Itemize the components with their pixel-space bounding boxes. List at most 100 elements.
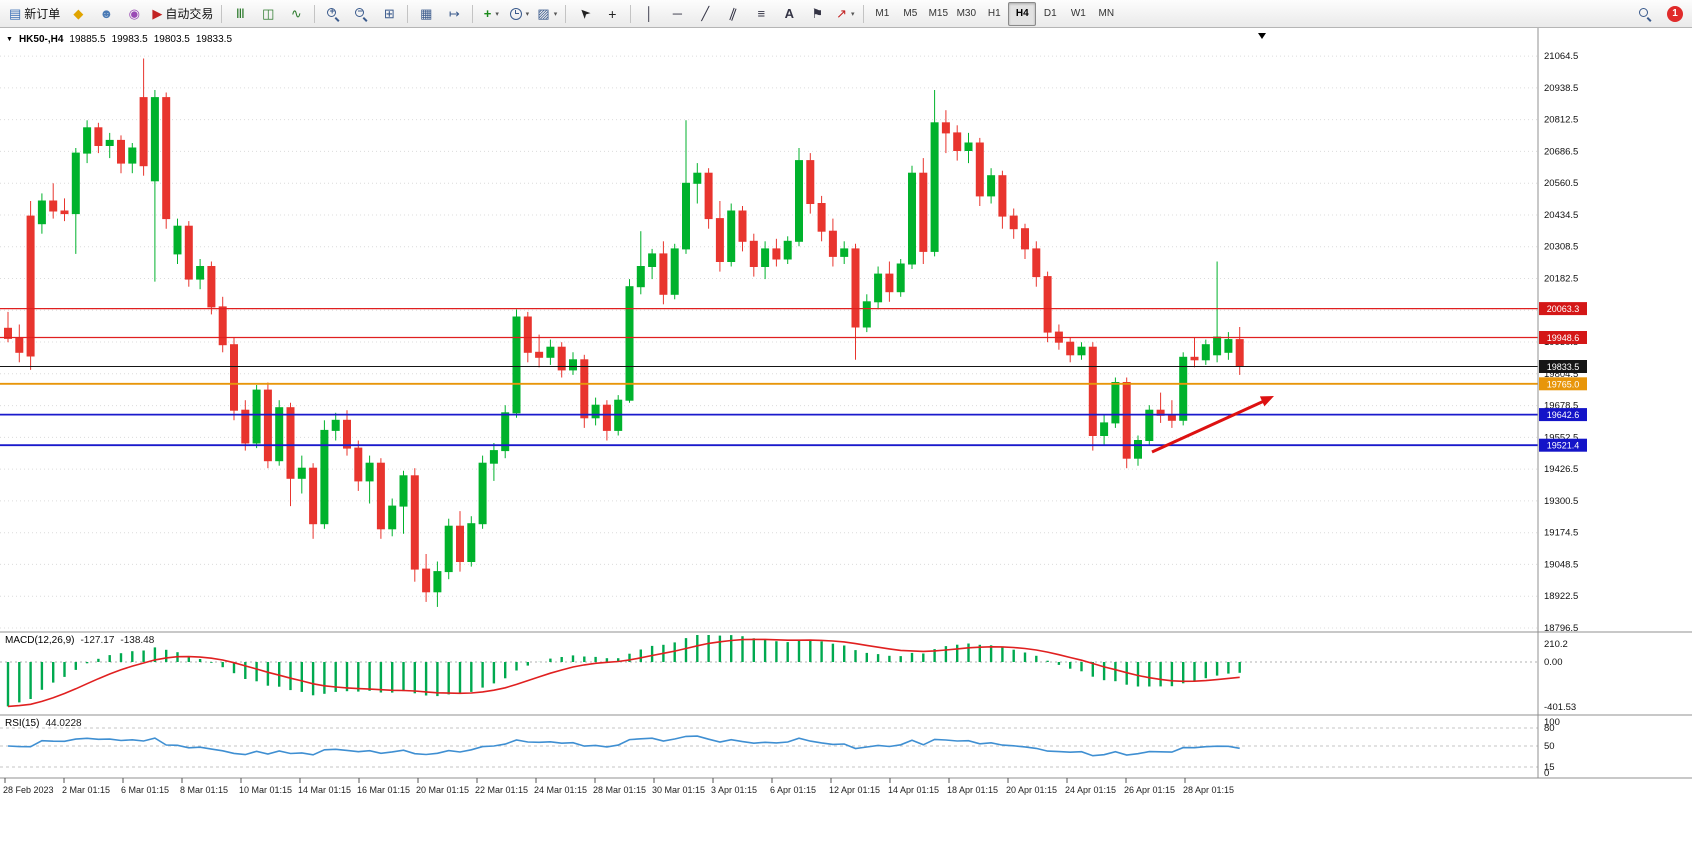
time-axis-label: 28 Apr 01:15 [1183, 785, 1234, 795]
candle-body [1235, 339, 1244, 368]
candle-body [602, 404, 611, 431]
arrows-button[interactable]: ↗ ▾ [831, 2, 859, 26]
candle-body [512, 316, 521, 414]
arrow-tool-icon: ↗ [836, 6, 848, 21]
indicators-button[interactable]: + ▾ [477, 2, 505, 26]
arrow-head-icon [1259, 396, 1274, 407]
new-chart-icon: ▦ [420, 6, 433, 21]
price-badge [1539, 377, 1587, 391]
time-axis-label: 14 Apr 01:15 [888, 785, 939, 795]
timeframe-m15-button[interactable]: M15 [924, 2, 952, 26]
candle-body [207, 266, 216, 308]
timeframe-label: MN [1098, 8, 1115, 19]
analysis-lines[interactable] [0, 308, 1538, 447]
periods-button[interactable]: ▾ [505, 2, 533, 26]
candle-body [772, 248, 781, 260]
time-axis-label: 6 Mar 01:15 [121, 785, 169, 795]
candle-body [1043, 276, 1052, 333]
ohlc-open: 19885.5 [69, 34, 106, 45]
timeframe-h4-button[interactable]: H4 [1008, 1, 1037, 26]
cursor-button[interactable]: ➤ [570, 2, 598, 26]
new-order-label: 新订单 [24, 7, 61, 21]
candle-body [749, 240, 758, 268]
price-axis-label: 21064.5 [1544, 51, 1578, 62]
chart-window: ▼ HK50-,H4 19885.5 19983.5 19803.5 19833… [0, 28, 1692, 859]
candle-body [71, 152, 80, 215]
candle-body [783, 240, 792, 260]
candle-body [1032, 248, 1041, 278]
trendline-button[interactable]: ╱ [691, 2, 719, 26]
price-axis-label: 20938.5 [1544, 83, 1578, 94]
macd-histogram [6, 635, 1241, 707]
text-label-button[interactable]: ⚑ [803, 2, 831, 26]
macd-axis-label: -401.53 [1544, 702, 1576, 713]
candle-body [467, 523, 476, 563]
rsi-axis-label: 50 [1544, 741, 1555, 752]
candle-body [1088, 346, 1097, 437]
vertical-line-button[interactable]: │ [635, 2, 663, 26]
community-button[interactable]: ◉ [120, 2, 148, 26]
timeframe-m5-button[interactable]: M5 [896, 2, 924, 26]
market-watch-button[interactable]: ◆ [64, 2, 92, 26]
chart-plot-area[interactable] [0, 28, 1538, 630]
candle-body [682, 182, 690, 250]
channel-button[interactable]: ∥ [719, 2, 747, 26]
fibonacci-button[interactable]: ≡ [747, 2, 775, 26]
timeframe-mn-button[interactable]: MN [1092, 2, 1120, 26]
candle-body [987, 175, 996, 197]
candle-body [343, 419, 351, 449]
templates-button[interactable]: ▨ ▾ [533, 2, 561, 26]
candle-body [162, 97, 171, 220]
timeframe-m30-button[interactable]: M30 [952, 2, 980, 26]
candle-body [139, 97, 148, 167]
timeframe-m1-button[interactable]: M1 [868, 2, 896, 26]
tile-windows-button[interactable]: ⊞ [375, 2, 403, 26]
text-label-icon: ⚑ [811, 6, 824, 21]
candle-body [851, 248, 860, 328]
chevron-down-icon: ▾ [525, 10, 530, 18]
price-axis-label: 19048.5 [1544, 559, 1578, 570]
candle-body [975, 142, 984, 197]
price-axis-label: 18796.5 [1544, 623, 1578, 634]
timeframe-w1-button[interactable]: W1 [1064, 2, 1092, 26]
text-button[interactable]: A [775, 2, 803, 26]
equidistant-channel-icon: ∥ [727, 5, 739, 22]
candle-body [738, 210, 747, 242]
autotrading-button[interactable]: ▶ 自动交易 [148, 2, 217, 26]
timeframe-label: M15 [928, 8, 949, 19]
bar-chart-icon: Ⅲ [235, 6, 245, 21]
trend-arrow-annotation[interactable] [1151, 396, 1274, 454]
collapse-icon[interactable]: ▼ [6, 36, 13, 43]
crosshair-button[interactable]: + [598, 2, 626, 26]
candle-body [930, 122, 939, 252]
new-order-button[interactable]: ▤ 新订单 [5, 2, 64, 26]
chart-ohlc-header: ▼ HK50-,H4 19885.5 19983.5 19803.5 19833… [6, 34, 232, 45]
time-axis-labels: 28 Feb 2023 2 Mar 01:15 6 Mar 01:15 8 Mar 0… [3, 778, 1234, 795]
ohlc-close: 19833.5 [195, 34, 233, 45]
time-axis-label: 16 Mar 01:15 [357, 785, 410, 795]
price-axis-label: 19804.5 [1544, 369, 1578, 380]
search-button[interactable] [1631, 2, 1659, 26]
timeframe-d1-button[interactable]: D1 [1036, 2, 1064, 26]
navigator-button[interactable]: ☻ [92, 2, 120, 26]
timeframe-h1-button[interactable]: H1 [980, 2, 1008, 26]
horizontal-line-button[interactable]: ─ [663, 2, 691, 26]
bar-chart-button[interactable]: Ⅲ [226, 2, 254, 26]
candle-body [117, 139, 125, 164]
candlestick-chart-button[interactable]: ◫ [254, 2, 282, 26]
zoom-in-button[interactable]: + [319, 2, 347, 26]
candlestick-series [4, 58, 1244, 607]
chart-shift-button[interactable]: ↦ [440, 2, 468, 26]
price-badge-label: 19765.0 [1547, 379, 1580, 389]
line-chart-button[interactable]: ∿ [282, 2, 310, 26]
new-chart-button[interactable]: ▦ [412, 2, 440, 26]
candle-body [83, 127, 92, 154]
chart-shift-marker[interactable] [1258, 33, 1266, 39]
notification-badge[interactable]: 1 [1667, 5, 1683, 22]
price-badge-label: 19642.6 [1547, 410, 1580, 420]
time-axis-label: 22 Mar 01:15 [475, 785, 528, 795]
navigator-icon: ☻ [99, 6, 114, 21]
zoom-out-button[interactable]: − [347, 2, 375, 26]
chart-canvas[interactable]: 21064.5 20938.5 20812.5 20686.5 20560.5 20434… [0, 28, 1692, 859]
chevron-down-icon: ▾ [553, 10, 558, 18]
